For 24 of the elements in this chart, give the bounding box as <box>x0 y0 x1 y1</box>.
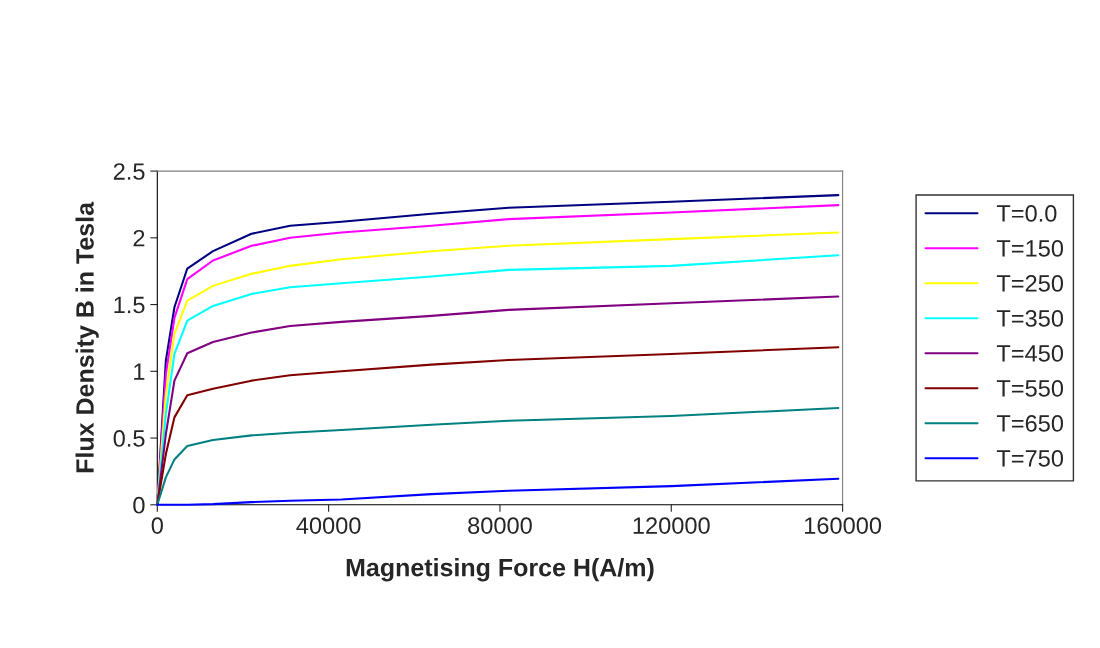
line-series <box>156 346 840 506</box>
y-tick-label: 0.5 <box>113 430 145 447</box>
y-tick-label: 2.5 <box>113 163 145 180</box>
y-tick-label: 1.5 <box>114 296 145 314</box>
legend-label: T=650 <box>996 415 1064 432</box>
x-tick-label: 80000 <box>468 517 532 534</box>
y-tick-label: 0 <box>133 496 145 514</box>
x-tick-label: 40000 <box>296 517 361 534</box>
x-tick-label: 160000 <box>805 517 882 534</box>
legend-label: T=550 <box>996 380 1064 397</box>
legend-label: T=0.0 <box>996 205 1057 222</box>
legend-label: T=750 <box>996 450 1064 467</box>
x-tick-label: 0 <box>151 517 163 534</box>
x-tick-label: 120000 <box>633 517 710 534</box>
y-tick-label: 2 <box>133 229 145 247</box>
y-axis-title: Flux Density B in Tesla <box>75 201 99 473</box>
legend-label: T=350 <box>996 310 1064 327</box>
x-axis-title: Magnetising Force H(A/m) <box>346 558 654 582</box>
legend-label: T=250 <box>996 275 1064 292</box>
y-tick-label: 1 <box>134 363 145 380</box>
line-series <box>156 477 840 506</box>
line-series <box>156 406 840 506</box>
legend-label: T=150 <box>996 240 1064 257</box>
legend-label: T=450 <box>996 345 1064 362</box>
